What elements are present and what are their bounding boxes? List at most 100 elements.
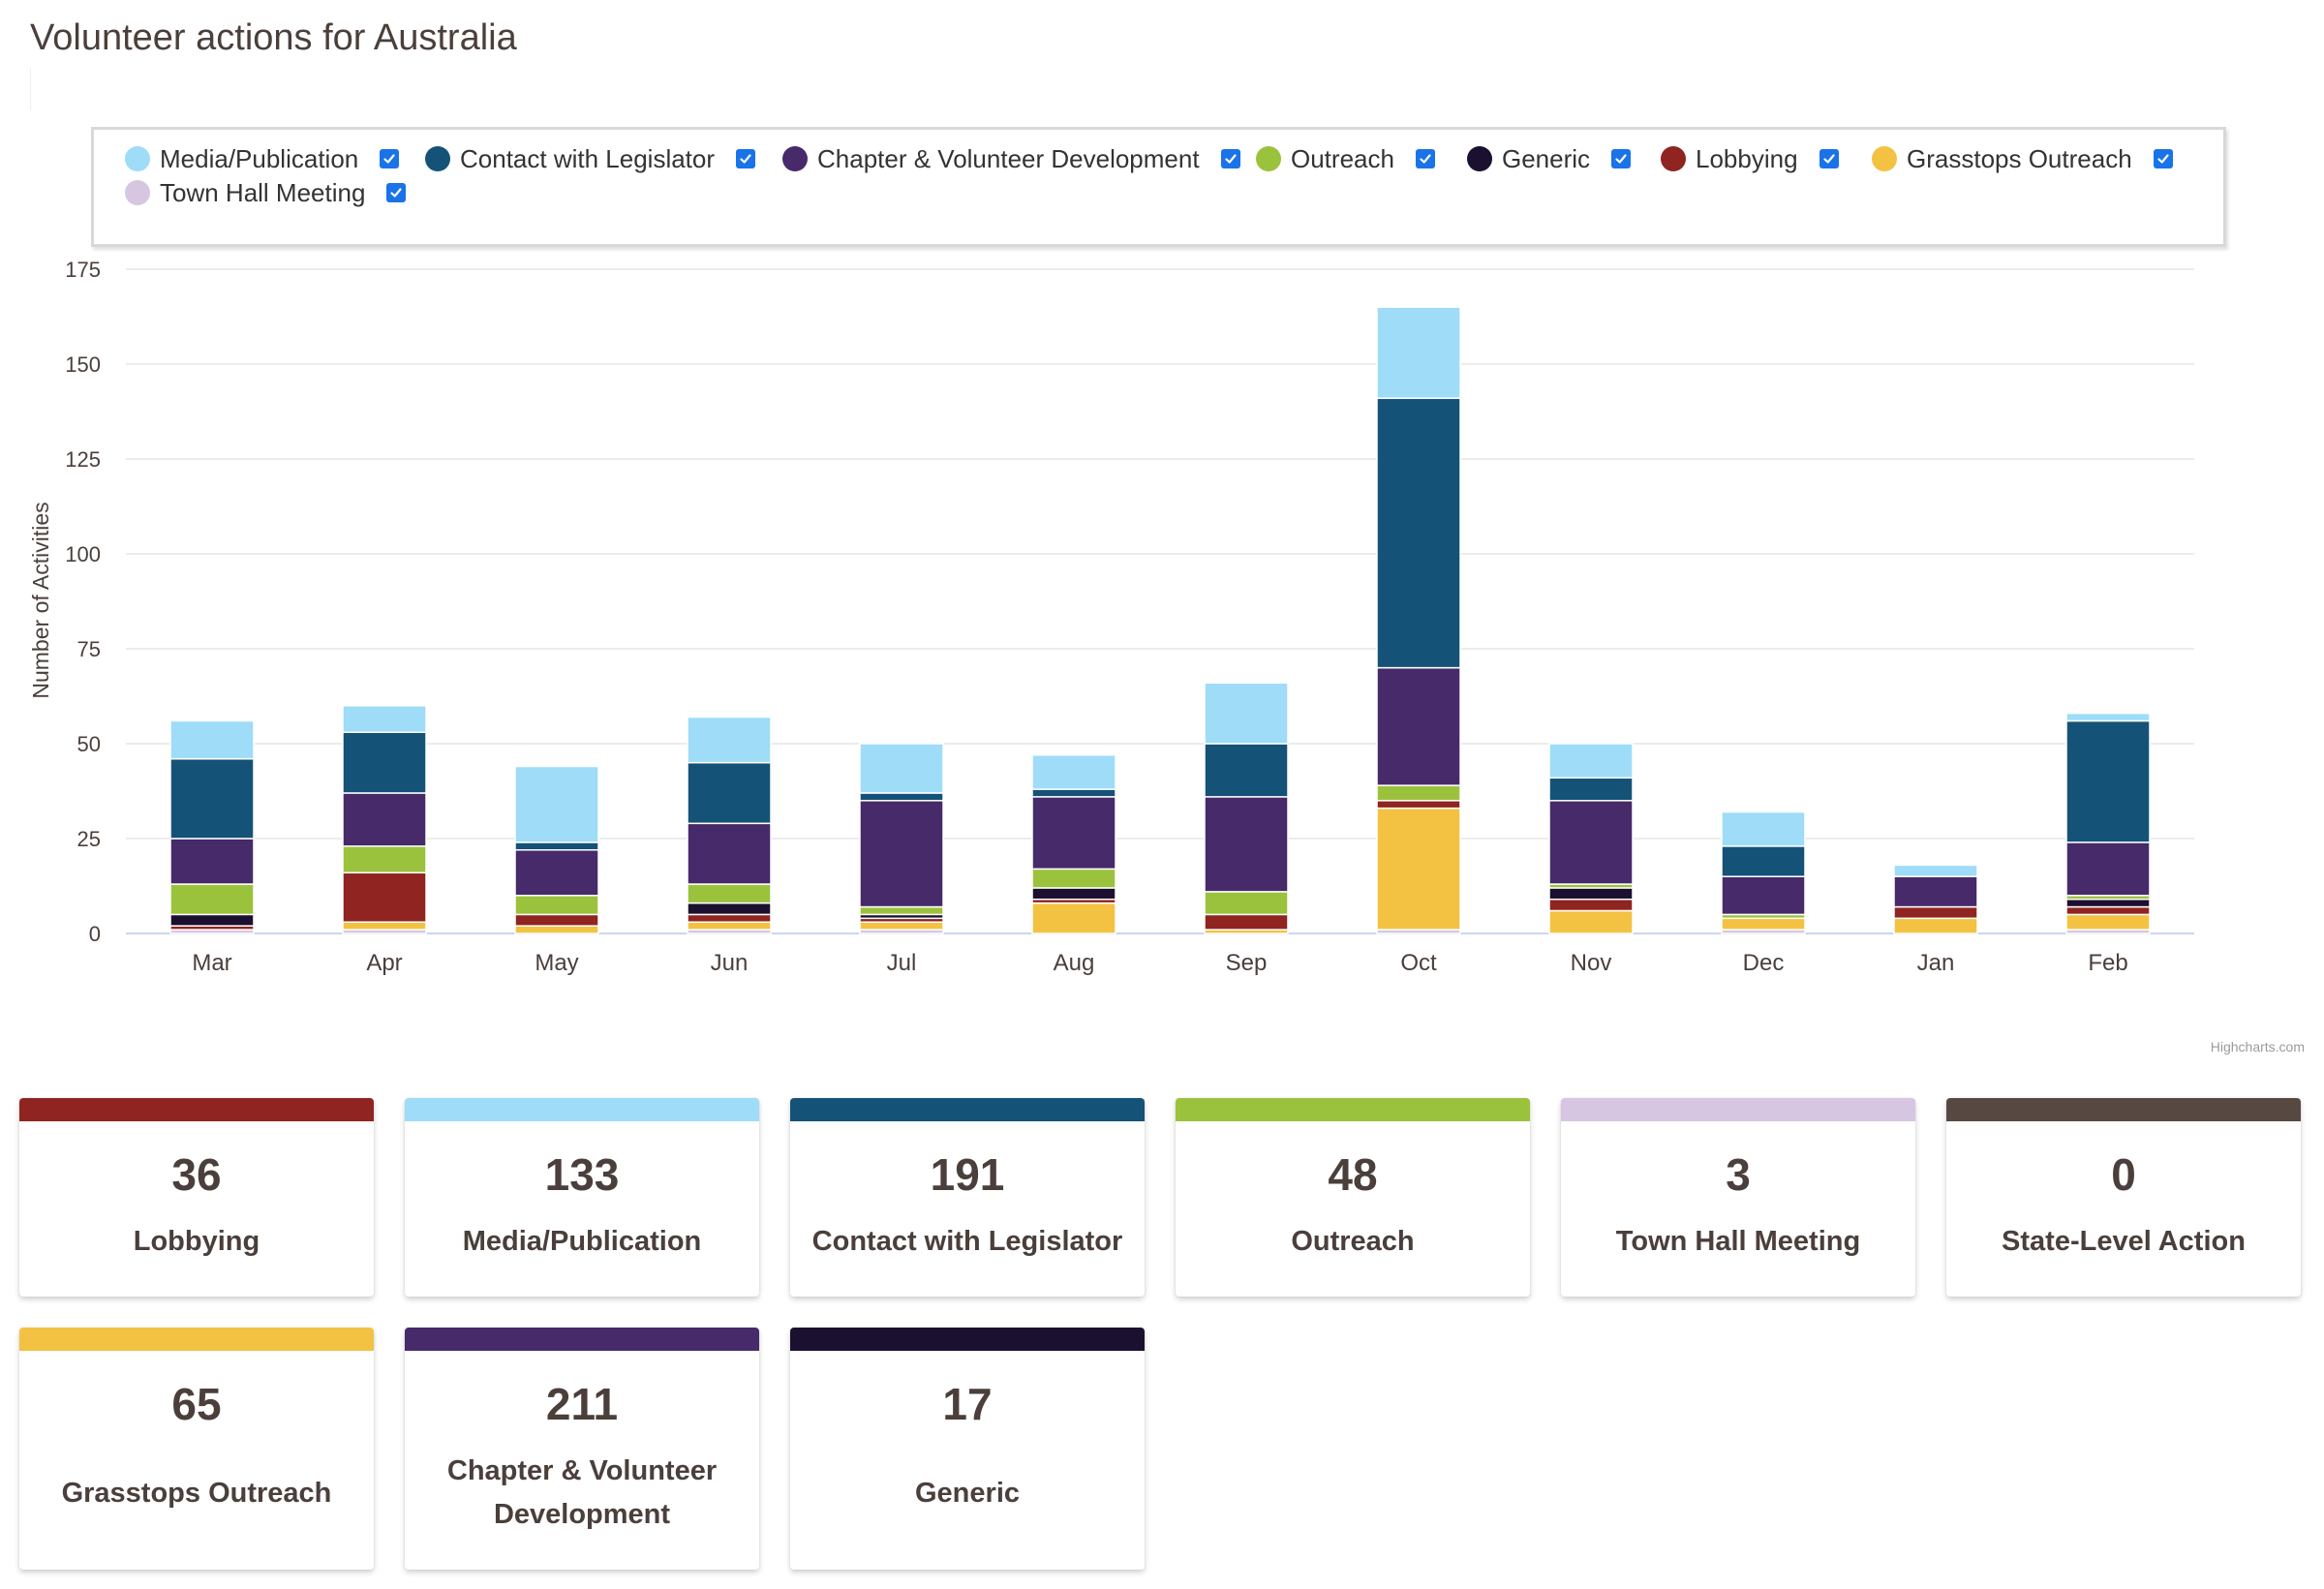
bar-lobbying-jan[interactable] (1893, 905, 1978, 920)
bar-contact-with-legislator-feb[interactable] (2065, 719, 2151, 843)
bar-media-publication-nov[interactable] (1548, 743, 1634, 779)
bar-chapter-and-volunteer-development-aug[interactable] (1031, 796, 1116, 871)
bar-generic-nov[interactable] (1548, 887, 1634, 901)
legend-item-outreach[interactable]: Outreach (1256, 141, 1435, 176)
summary-card-contact-with-legislator[interactable]: 191 Contact with Legislator (790, 1098, 1145, 1297)
bar-contact-with-legislator-apr[interactable] (342, 731, 427, 794)
bar-lobbying-oct[interactable] (1376, 800, 1461, 810)
bar-contact-with-legislator-may[interactable] (514, 841, 599, 851)
bar-chapter-and-volunteer-development-sep[interactable] (1204, 796, 1289, 893)
bar-media-publication-jan[interactable] (1893, 864, 1978, 877)
legend-item-lobbying[interactable]: Lobbying (1661, 141, 1839, 176)
bar-contact-with-legislator-aug[interactable] (1031, 788, 1116, 798)
bar-chapter-and-volunteer-development-jun[interactable] (687, 822, 772, 885)
bar-chapter-and-volunteer-development-feb[interactable] (2065, 841, 2151, 897)
bar-generic-feb[interactable] (2065, 898, 2151, 908)
bar-media-publication-apr[interactable] (342, 705, 427, 733)
bar-grasstops-outreach-may[interactable] (514, 925, 599, 934)
summary-card-lobbying[interactable]: 36 Lobbying (19, 1098, 374, 1297)
card-value: 0 (2111, 1149, 2136, 1200)
bar-grasstops-outreach-jun[interactable] (687, 921, 772, 931)
summary-card-outreach[interactable]: 48 Outreach (1176, 1098, 1530, 1297)
bar-contact-with-legislator-mar[interactable] (169, 757, 255, 840)
legend-checkbox[interactable] (1819, 149, 1839, 168)
legend-item-media-publication[interactable]: Media/Publication (125, 141, 400, 176)
bar-contact-with-legislator-jul[interactable] (859, 792, 944, 802)
legend-checkbox[interactable] (386, 183, 407, 202)
legend-item-generic[interactable]: Generic (1467, 141, 1632, 176)
bar-chapter-and-volunteer-development-dec[interactable] (1721, 875, 1806, 916)
legend-checkbox[interactable] (1611, 149, 1632, 168)
bar-lobbying-sep[interactable] (1204, 913, 1289, 931)
legend-checkbox[interactable] (380, 149, 400, 168)
bar-chapter-and-volunteer-development-may[interactable] (514, 849, 599, 897)
bar-media-publication-oct[interactable] (1376, 306, 1461, 400)
summary-card-media-publication[interactable]: 133 Media/Publication (405, 1098, 759, 1297)
legend-checkbox[interactable] (1220, 149, 1240, 168)
bar-grasstops-outreach-apr[interactable] (342, 921, 427, 931)
bar-contact-with-legislator-dec[interactable] (1721, 845, 1806, 877)
bar-lobbying-feb[interactable] (2065, 905, 2151, 916)
bar-media-publication-jul[interactable] (859, 743, 944, 794)
bar-chapter-and-volunteer-development-nov[interactable] (1548, 800, 1634, 885)
bar-media-publication-dec[interactable] (1721, 810, 1806, 847)
summary-card-chapter-and-volunteer-development[interactable]: 211 Chapter & Volunteer Development (405, 1328, 759, 1570)
bar-contact-with-legislator-jun[interactable] (687, 761, 772, 825)
legend-checkbox[interactable] (736, 149, 756, 168)
bar-grasstops-outreach-oct[interactable] (1376, 807, 1461, 931)
bar-media-publication-may[interactable] (514, 765, 599, 843)
card-label: State-Level Action (2002, 1226, 2246, 1257)
bar-outreach-jul[interactable] (859, 905, 944, 916)
bar-outreach-oct[interactable] (1376, 784, 1461, 802)
bar-grasstops-outreach-jul[interactable] (859, 921, 944, 931)
chart-gridlines (126, 268, 2194, 934)
bar-lobbying-apr[interactable] (342, 871, 427, 923)
bar-media-publication-aug[interactable] (1031, 754, 1116, 790)
bar-lobbying-jun[interactable] (687, 913, 772, 923)
card-label: Grasstops Outreach (61, 1477, 332, 1509)
bar-contact-with-legislator-sep[interactable] (1204, 743, 1289, 798)
bar-media-publication-feb[interactable] (2065, 712, 2151, 722)
bar-grasstops-outreach-aug[interactable] (1031, 901, 1116, 934)
legend-marker (425, 146, 450, 171)
legend-checkbox[interactable] (1415, 149, 1435, 168)
legend-item-grasstops-outreach[interactable]: Grasstops Outreach (1872, 141, 2173, 176)
card-color-bar (790, 1328, 1145, 1351)
bar-contact-with-legislator-nov[interactable] (1548, 777, 1634, 802)
legend-item-chapter-and-volunteer-development[interactable]: Chapter & Volunteer Development (782, 141, 1240, 176)
bar-lobbying-nov[interactable] (1548, 898, 1634, 912)
bar-grasstops-outreach-nov[interactable] (1548, 909, 1634, 934)
summary-card-generic[interactable]: 17 Generic (790, 1328, 1145, 1570)
bar-generic-aug[interactable] (1031, 887, 1116, 901)
bar-contact-with-legislator-oct[interactable] (1376, 397, 1461, 669)
bar-outreach-apr[interactable] (342, 845, 427, 874)
bar-outreach-jun[interactable] (687, 883, 772, 904)
bar-media-publication-mar[interactable] (169, 719, 255, 760)
bar-chapter-and-volunteer-development-oct[interactable] (1376, 666, 1461, 786)
bar-chapter-and-volunteer-development-apr[interactable] (342, 792, 427, 847)
highcharts-credits[interactable]: Highcharts.com (2210, 1039, 2305, 1054)
bar-generic-jun[interactable] (687, 901, 772, 916)
bar-outreach-aug[interactable] (1031, 868, 1116, 889)
bar-chapter-and-volunteer-development-mar[interactable] (169, 838, 255, 885)
summary-card-state-level-action[interactable]: 0 State-Level Action (1946, 1098, 2301, 1297)
bar-media-publication-jun[interactable] (687, 716, 772, 764)
legend-item-contact-with-legislator[interactable]: Contact with Legislator (425, 141, 756, 176)
bar-outreach-may[interactable] (514, 895, 599, 916)
bar-grasstops-outreach-feb[interactable] (2065, 913, 2151, 931)
bar-outreach-mar[interactable] (169, 883, 255, 916)
card-value: 3 (1726, 1149, 1751, 1200)
bar-outreach-sep[interactable] (1204, 891, 1289, 916)
y-axis-title: Number of Activities (28, 502, 53, 698)
bar-grasstops-outreach-dec[interactable] (1721, 917, 1806, 931)
bar-chapter-and-volunteer-development-jan[interactable] (1893, 875, 1978, 908)
legend-checkbox[interactable] (2153, 149, 2173, 168)
bar-media-publication-sep[interactable] (1204, 682, 1289, 745)
bar-chapter-and-volunteer-development-jul[interactable] (859, 800, 944, 908)
bar-generic-mar[interactable] (169, 913, 255, 927)
bar-lobbying-may[interactable] (514, 913, 599, 927)
summary-card-town-hall-meeting[interactable]: 3 Town Hall Meeting (1561, 1098, 1915, 1297)
legend-item-town-hall-meeting[interactable]: Town Hall Meeting (125, 175, 407, 210)
summary-card-grasstops-outreach[interactable]: 65 Grasstops Outreach (19, 1328, 374, 1570)
bar-grasstops-outreach-jan[interactable] (1893, 917, 1978, 934)
